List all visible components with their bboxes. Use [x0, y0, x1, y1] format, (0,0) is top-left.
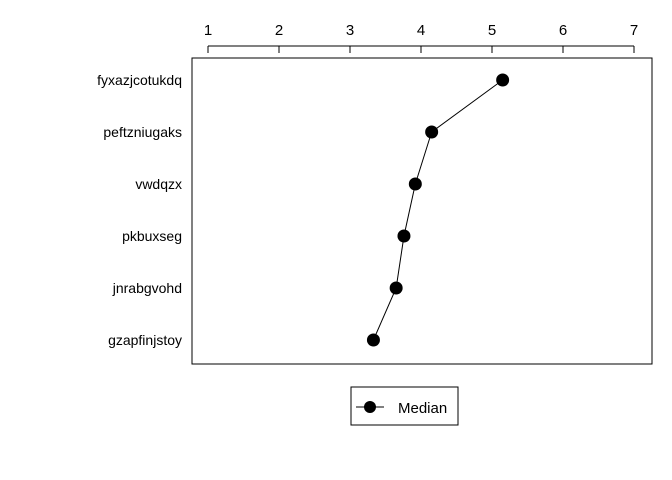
- x-tick-label: 5: [488, 22, 496, 39]
- data-point: [389, 281, 403, 295]
- category-label: fyxazjcotukdq: [97, 72, 182, 88]
- category-label: pkbuxseg: [122, 228, 182, 244]
- legend-label: Median: [398, 400, 447, 417]
- data-point: [425, 125, 439, 139]
- x-tick-label: 6: [559, 22, 567, 39]
- category-labels: fyxazjcotukdq peftzniugaks vwdqzx pkbuxseg j…: [97, 72, 182, 348]
- x-tick-label: 2: [275, 22, 283, 39]
- legend: Median: [350, 386, 459, 426]
- x-tick-label: 1: [204, 22, 212, 39]
- data-point: [496, 73, 510, 87]
- x-axis-ticks: 1 2 3 4 5 6 7: [204, 22, 638, 53]
- x-tick-label: 3: [346, 22, 354, 39]
- category-label: gzapfinjstoy: [108, 332, 182, 348]
- category-label: peftzniugaks: [103, 124, 182, 140]
- legend-marker: [364, 401, 376, 413]
- data-point: [408, 177, 422, 191]
- category-label: jnrabgvohd: [112, 280, 182, 296]
- plot-frame: [191, 57, 653, 365]
- series-line: [372, 79, 503, 341]
- category-label: vwdqzx: [135, 176, 182, 192]
- x-tick-label: 7: [630, 22, 638, 39]
- x-tick-label: 4: [417, 22, 425, 39]
- series-median: [366, 73, 510, 347]
- data-point: [366, 333, 380, 347]
- data-point: [397, 229, 411, 243]
